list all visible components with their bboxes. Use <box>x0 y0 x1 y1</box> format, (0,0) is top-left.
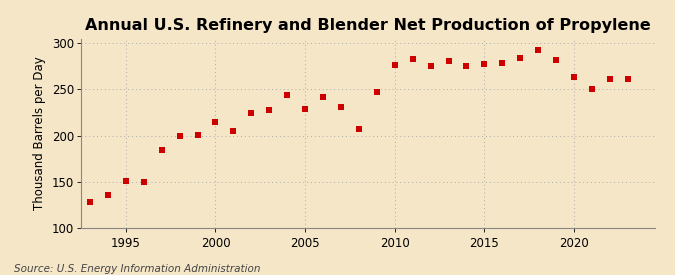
Point <box>157 148 167 153</box>
Point <box>461 64 472 68</box>
Point <box>246 111 256 116</box>
Point <box>551 57 562 62</box>
Point <box>228 129 239 133</box>
Point <box>210 120 221 124</box>
Point <box>103 193 113 197</box>
Point <box>120 179 131 183</box>
Point <box>515 56 526 60</box>
Y-axis label: Thousand Barrels per Day: Thousand Barrels per Day <box>33 56 47 210</box>
Point <box>84 200 95 205</box>
Title: Annual U.S. Refinery and Blender Net Production of Propylene: Annual U.S. Refinery and Blender Net Pro… <box>85 18 651 33</box>
Point <box>281 93 292 97</box>
Point <box>425 64 436 68</box>
Point <box>138 180 149 184</box>
Text: Source: U.S. Energy Information Administration: Source: U.S. Energy Information Administ… <box>14 264 260 274</box>
Point <box>497 61 508 66</box>
Point <box>533 47 543 52</box>
Point <box>407 57 418 61</box>
Point <box>389 63 400 68</box>
Point <box>354 127 364 131</box>
Point <box>622 77 633 81</box>
Point <box>300 107 310 111</box>
Point <box>192 133 203 137</box>
Point <box>587 87 597 92</box>
Point <box>568 75 579 79</box>
Point <box>264 108 275 112</box>
Point <box>605 77 616 81</box>
Point <box>335 105 346 109</box>
Point <box>479 62 490 67</box>
Point <box>371 90 382 94</box>
Point <box>443 59 454 63</box>
Point <box>318 95 329 99</box>
Point <box>174 133 185 138</box>
